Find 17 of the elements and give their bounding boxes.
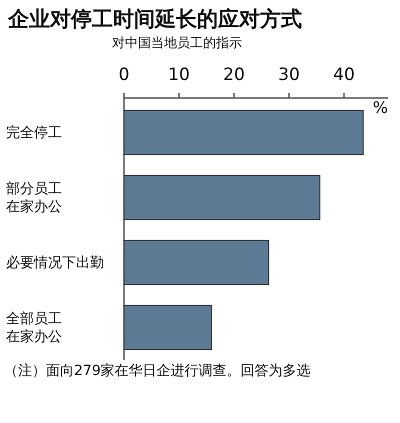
chart-subtitle: 对中国当地员工的指示 bbox=[112, 36, 242, 51]
x-tick-label: 30 bbox=[278, 65, 300, 85]
bar bbox=[124, 304, 212, 350]
y-tick-label: 部分员工在家办公 bbox=[6, 180, 62, 216]
x-tick-label: 20 bbox=[223, 65, 245, 85]
y-tick-label: 全部员工在家办公 bbox=[6, 310, 62, 346]
text: （注）面向279家在华日企进行调查。回答为多选 bbox=[4, 363, 311, 379]
x-tick-label: 10 bbox=[168, 65, 190, 85]
y-tick-label: 必要情况下出勤 bbox=[6, 254, 104, 272]
bar bbox=[124, 240, 270, 286]
bar bbox=[124, 110, 364, 156]
chart-title: 企业对停工时间延长的应对方式 bbox=[7, 7, 302, 31]
bar bbox=[124, 174, 320, 220]
y-tick-label: 完全停工 bbox=[6, 124, 62, 142]
x-tick-label: 40 bbox=[333, 65, 355, 85]
x-tick-label: 0 bbox=[118, 65, 130, 85]
x-axis-title: % bbox=[372, 98, 388, 117]
